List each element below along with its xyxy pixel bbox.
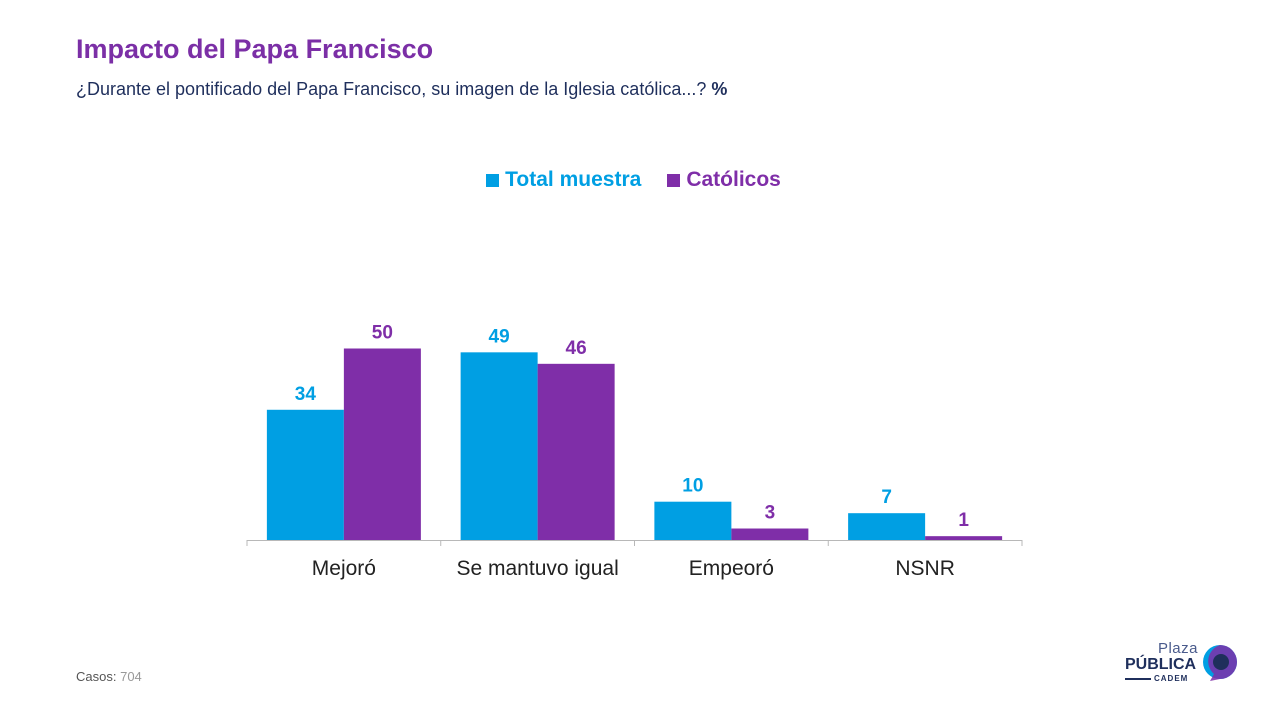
bar-total	[848, 513, 926, 540]
logo-text-plaza: Plaza	[1157, 640, 1198, 657]
logo-underline	[1125, 678, 1151, 680]
plaza-publica-logo: Plaza PÚBLICA CADEM	[1120, 640, 1245, 686]
data-label: 34	[295, 384, 317, 405]
bar-total	[460, 352, 538, 540]
legend-item-total: Total muestra	[486, 168, 641, 192]
sample-size-note: Casos: 704	[76, 669, 142, 684]
question-subtitle: ¿Durante el pontificado del Papa Francis…	[76, 79, 727, 100]
logo-text-cadem: CADEM	[1154, 674, 1189, 683]
x-tick-label: Mejoró	[312, 557, 376, 580]
bar-total	[266, 409, 344, 540]
data-label: 3	[765, 503, 776, 524]
bar-catolicos	[343, 348, 421, 540]
legend-label-catolicos: Católicos	[686, 168, 781, 191]
logo-bubble-icon	[1203, 645, 1237, 681]
bar-total	[654, 501, 732, 540]
unit-label: %	[711, 79, 728, 99]
bar-catolicos	[731, 528, 809, 540]
bar-catolicos	[925, 536, 1003, 540]
chart-legend: Total muestra Católicos	[0, 168, 1267, 192]
data-label: 50	[372, 323, 393, 344]
casos-label: Casos	[76, 669, 113, 684]
casos-value: 704	[120, 669, 142, 684]
legend-swatch-total	[486, 173, 500, 187]
bar-catolicos	[537, 363, 615, 540]
data-label: 49	[489, 326, 510, 347]
data-label: 46	[566, 338, 587, 359]
legend-item-catolicos: Católicos	[667, 168, 781, 192]
logo-text-publica: PÚBLICA	[1125, 656, 1197, 673]
legend-swatch-catolicos	[667, 173, 681, 187]
page-title: Impacto del Papa Francisco	[76, 34, 434, 64]
x-tick-label: Se mantuvo igual	[456, 557, 618, 580]
question-text: ¿Durante el pontificado del Papa Francis…	[76, 79, 707, 99]
legend-label-total: Total muestra	[505, 168, 642, 191]
data-label: 7	[881, 487, 892, 508]
x-tick-label: Empeoró	[689, 557, 774, 580]
data-label: 1	[958, 510, 969, 531]
data-label: 10	[682, 476, 703, 497]
x-tick-label: NSNR	[895, 557, 955, 580]
